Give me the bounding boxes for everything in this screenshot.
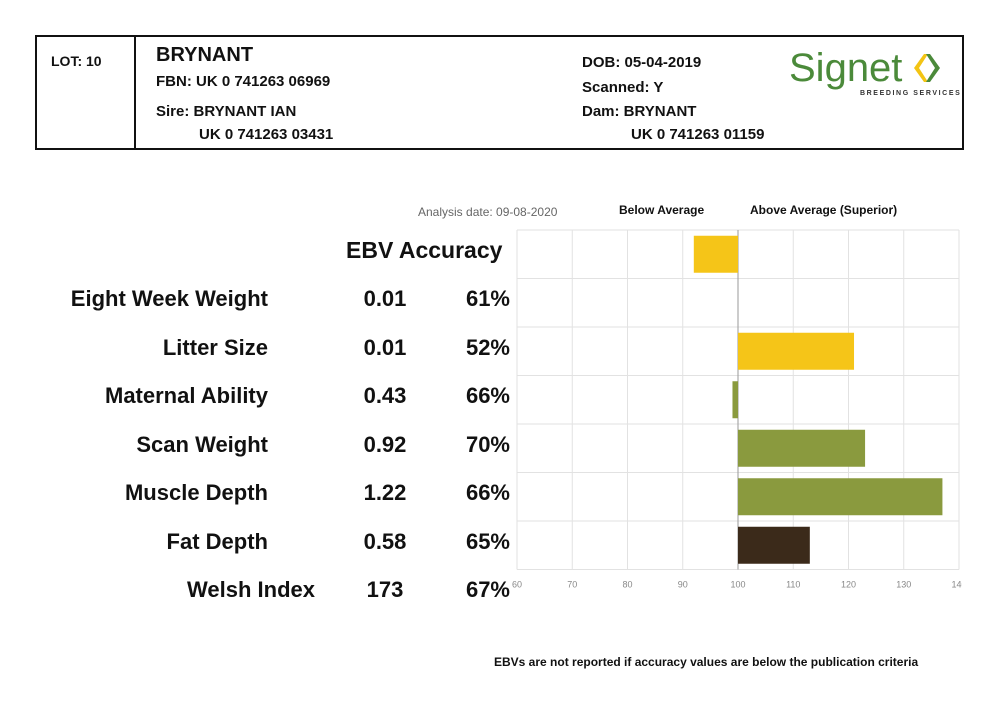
- legend-below-average: Below Average: [619, 203, 705, 217]
- x-tick-label: 110: [786, 580, 800, 590]
- ebv-bar: [738, 332, 855, 370]
- sire-name: Sire: BRYNANT IAN: [156, 103, 297, 120]
- header-divider: [134, 37, 136, 148]
- accuracy-value: 61%: [465, 286, 510, 311]
- ebv-bar: [738, 429, 866, 467]
- x-tick-label: 120: [841, 580, 856, 590]
- dam-name: Dam: BRYNANT: [582, 103, 697, 120]
- accuracy-value: 70%: [465, 431, 510, 457]
- accuracy-value: 67%: [465, 577, 510, 602]
- dam-id: UK 0 741263 01159: [631, 126, 765, 143]
- signet-logo: Signet BREEDING SERVICES: [789, 45, 960, 101]
- trait-label: Scan Weight: [136, 431, 268, 457]
- analysis-date: Analysis date: 09-08-2020: [418, 205, 558, 219]
- trait-label: Maternal Ability: [105, 383, 268, 408]
- animal-header-box: LOT: 10 BRYNANT FBN: UK 0 741263 06969 S…: [35, 35, 964, 150]
- logo-wordmark: Signet: [789, 46, 903, 90]
- x-tick-label: 130: [896, 580, 911, 590]
- ebv-bar: [738, 478, 943, 516]
- ebv-value: 0.43: [363, 383, 407, 408]
- ebv-value: 1.22: [363, 480, 407, 505]
- ebv-bar: [732, 381, 738, 419]
- trait-label: Fat Depth: [166, 528, 268, 554]
- x-tick-label: 80: [622, 580, 632, 590]
- trait-label: Welsh Index: [187, 577, 315, 602]
- sire-id: UK 0 741263 03431: [199, 126, 334, 143]
- accuracy-value: 52%: [465, 334, 510, 360]
- ebv-value: 0.01: [363, 334, 407, 360]
- legend-above-average: Above Average (Superior): [750, 203, 898, 217]
- flock-book-number: FBN: UK 0 741263 06969: [156, 73, 331, 90]
- scanned-status: Scanned: Y: [582, 79, 664, 96]
- accuracy-value: 65%: [465, 528, 510, 554]
- lot-number: LOT: 10: [51, 53, 102, 69]
- accuracy-value: 66%: [465, 480, 510, 505]
- signet-chevrons-icon: [914, 54, 940, 82]
- x-tick-label: 60: [512, 580, 522, 590]
- trait-label: Eight Week Weight: [70, 286, 268, 311]
- ebv-bar: [738, 526, 810, 564]
- footnote: EBVs are not reported if accuracy values…: [494, 655, 919, 669]
- ebv-accuracy-header: EBV Accuracy: [346, 237, 503, 263]
- trait-label: Litter Size: [162, 334, 268, 360]
- x-tick-label: 140: [951, 580, 962, 590]
- date-of-birth: DOB: 05-04-2019: [582, 54, 702, 71]
- x-tick-label: 70: [567, 580, 577, 590]
- trait-label: Muscle Depth: [124, 480, 268, 505]
- ebv-value: 0.58: [363, 528, 407, 554]
- ebv-value: 173: [366, 577, 404, 602]
- ebv-bar: [693, 235, 738, 273]
- x-tick-label: 90: [678, 580, 688, 590]
- x-tick-label: 100: [730, 580, 745, 590]
- logo-subtitle: BREEDING SERVICES: [860, 90, 962, 97]
- ebv-bar-chart: 60 70 80 90 100 110 120 130 140: [512, 229, 962, 590]
- animal-name: BRYNANT: [156, 44, 254, 66]
- ebv-value: 0.01: [363, 286, 407, 311]
- ebv-value: 0.92: [363, 431, 407, 457]
- accuracy-value: 66%: [465, 383, 510, 408]
